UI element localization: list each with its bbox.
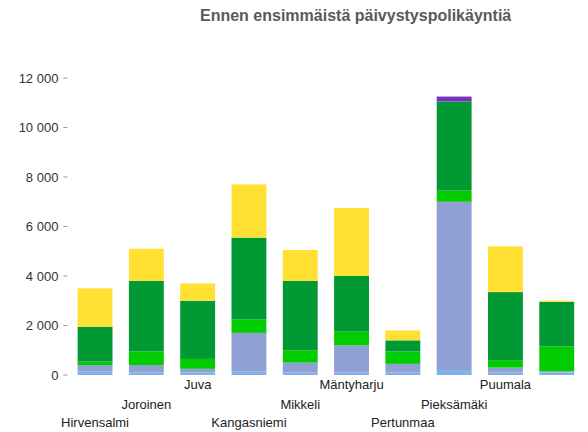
bar-segment — [78, 361, 113, 365]
x-tick-label: Puumala — [480, 377, 532, 392]
y-tick — [63, 177, 67, 178]
bar-segment — [232, 319, 267, 333]
y-tick-label: 4 000 — [26, 269, 59, 284]
bar-segment — [129, 248, 164, 249]
bar-segment — [180, 359, 215, 369]
y-tick — [63, 375, 67, 376]
x-tick-label: Mäntyharju — [319, 377, 383, 392]
bar-segment — [129, 249, 164, 281]
bar-segment — [488, 373, 523, 375]
bar-segment — [539, 347, 574, 372]
bar-segment — [334, 207, 369, 208]
bar-segment — [232, 238, 267, 320]
bar-segment — [334, 345, 369, 372]
bar-segment — [283, 250, 318, 281]
x-tick-label: Juva — [184, 377, 212, 392]
bar-segment — [488, 360, 523, 367]
bar-segment — [539, 301, 574, 302]
bar-segment — [180, 369, 215, 373]
bar-segment — [78, 288, 113, 326]
bar-segment — [488, 246, 523, 292]
bar-segment — [78, 288, 113, 289]
bar-segment — [232, 184, 267, 185]
bar-segment — [437, 202, 472, 370]
bar-segment — [180, 373, 215, 375]
bar-segment — [180, 283, 215, 284]
y-tick — [63, 226, 67, 227]
bar-segment — [334, 208, 369, 276]
bar-segment — [437, 191, 472, 202]
bar-segment — [539, 302, 574, 347]
bar-segment — [385, 330, 420, 331]
x-tick-label: Pieksämäki — [421, 397, 488, 412]
y-tick-label: 12 000 — [19, 71, 59, 86]
bar-segment — [129, 373, 164, 375]
bar-segment — [539, 371, 574, 372]
bar-segment — [283, 281, 318, 350]
bar-segment — [180, 301, 215, 359]
y-tick-label: 10 000 — [19, 120, 59, 135]
bar-segment — [385, 330, 420, 340]
bar-segment — [385, 373, 420, 375]
y-tick — [63, 325, 67, 326]
bar-segment — [539, 373, 574, 375]
bar-segment — [334, 276, 369, 332]
bar-segment — [78, 327, 113, 362]
y-tick — [63, 78, 67, 79]
y-tick-label: 0 — [51, 368, 58, 383]
bar-segment — [232, 333, 267, 371]
y-tick-label: 6 000 — [26, 219, 59, 234]
bar-segment — [283, 363, 318, 373]
bar-segment — [334, 332, 369, 346]
bar-segment — [385, 351, 420, 363]
y-tick-label: 8 000 — [26, 170, 59, 185]
chart: Ennen ensimmäistä päivystyspolikäyntiä 0 2… — [0, 0, 588, 432]
bar-segment — [488, 246, 523, 247]
bar-segment — [385, 340, 420, 351]
bar-segment — [78, 365, 113, 371]
bar-segment — [232, 184, 267, 237]
bar-segment — [437, 97, 472, 102]
x-tick-label: Pertunmaa — [371, 415, 435, 430]
bar-segment — [437, 102, 472, 191]
bar-segment — [129, 365, 164, 372]
bar-segment — [488, 292, 523, 360]
bar-segment — [78, 371, 113, 375]
bar-segment — [180, 283, 215, 300]
title: Ennen ensimmäistä päivystyspolikäyntiä — [200, 7, 511, 24]
x-tick-label: Hirvensalmi — [61, 415, 129, 430]
bar-segment — [283, 350, 318, 362]
bar-segment — [539, 300, 574, 301]
bar-segment — [334, 373, 369, 375]
bar-segment — [129, 281, 164, 352]
bar-segment — [283, 250, 318, 251]
bar-segment — [385, 364, 420, 373]
x-tick-label: Kangasniemi — [211, 415, 286, 430]
bars — [78, 97, 575, 375]
bar-segment — [488, 368, 523, 373]
y-tick — [63, 127, 67, 128]
bar-segment — [129, 351, 164, 365]
bar-segment — [232, 371, 267, 375]
y-tick-label: 2 000 — [26, 318, 59, 333]
bar-segment — [437, 370, 472, 375]
bar-segment — [283, 373, 318, 375]
x-tick-label: Joroinen — [121, 397, 171, 412]
x-tick-label: Mikkeli — [280, 397, 320, 412]
y-tick — [63, 276, 67, 277]
